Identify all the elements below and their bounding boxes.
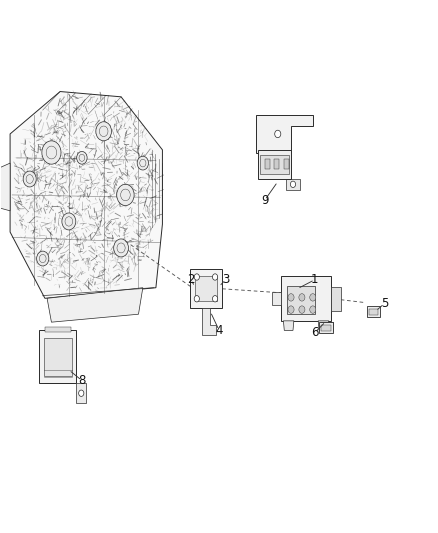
Polygon shape [318, 321, 328, 330]
Circle shape [299, 306, 305, 313]
Bar [45, 327, 71, 332]
Circle shape [290, 181, 296, 188]
Circle shape [288, 306, 294, 313]
Polygon shape [201, 308, 215, 335]
Circle shape [62, 213, 76, 230]
Bar [260, 155, 289, 174]
Text: 8: 8 [78, 374, 85, 387]
Bar [265, 159, 270, 169]
Text: 5: 5 [381, 297, 388, 310]
Text: 6: 6 [311, 326, 318, 340]
Bar [287, 286, 315, 314]
Text: 2: 2 [187, 273, 194, 286]
FancyBboxPatch shape [258, 150, 291, 179]
Circle shape [77, 151, 87, 164]
Circle shape [194, 274, 199, 280]
Polygon shape [272, 292, 281, 305]
Polygon shape [256, 115, 313, 152]
Circle shape [212, 296, 218, 302]
Polygon shape [0, 163, 10, 211]
Bar [194, 276, 217, 301]
Polygon shape [283, 321, 294, 330]
Text: 1: 1 [311, 273, 318, 286]
Bar [284, 159, 289, 169]
Bar [369, 309, 378, 315]
Text: 3: 3 [222, 273, 229, 286]
Bar [281, 276, 331, 321]
Circle shape [96, 122, 112, 141]
Circle shape [288, 294, 294, 301]
Circle shape [42, 141, 61, 164]
Text: 9: 9 [261, 193, 268, 207]
Circle shape [299, 294, 305, 301]
Bar [274, 159, 279, 169]
Bar [319, 321, 332, 333]
Bar [321, 322, 333, 332]
Bar [39, 330, 77, 383]
Bar [367, 306, 381, 317]
Circle shape [79, 390, 84, 397]
Circle shape [310, 306, 316, 313]
Circle shape [114, 239, 128, 257]
Bar [321, 325, 331, 331]
Polygon shape [10, 92, 162, 298]
Circle shape [117, 184, 134, 206]
Polygon shape [77, 383, 86, 403]
Circle shape [137, 156, 148, 170]
Polygon shape [286, 179, 300, 190]
Circle shape [37, 251, 49, 266]
Circle shape [212, 274, 218, 280]
Circle shape [275, 130, 281, 138]
Polygon shape [190, 269, 222, 308]
Text: 4: 4 [215, 324, 223, 337]
Circle shape [310, 294, 316, 301]
Bar [331, 287, 341, 311]
Circle shape [23, 171, 36, 187]
Polygon shape [47, 288, 143, 322]
Bar [44, 337, 72, 376]
Circle shape [194, 296, 199, 302]
